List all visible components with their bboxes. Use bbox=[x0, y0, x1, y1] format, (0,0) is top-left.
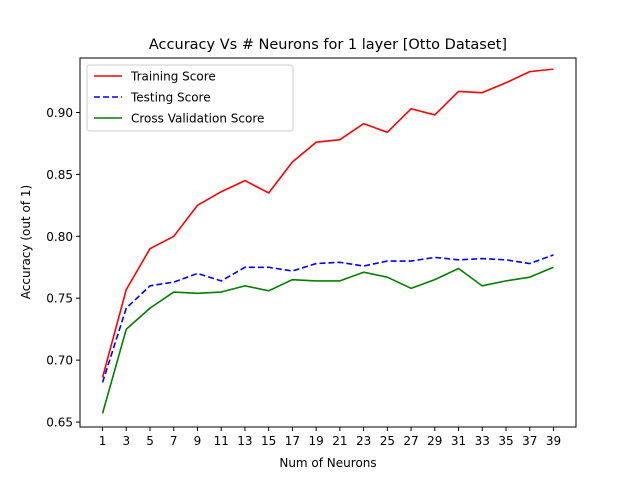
y-tick-label: 0.70 bbox=[46, 354, 73, 368]
x-tick-label: 7 bbox=[170, 434, 178, 448]
x-tick-label: 3 bbox=[122, 434, 130, 448]
x-tick-label: 5 bbox=[146, 434, 154, 448]
y-tick-label: 0.65 bbox=[46, 416, 73, 430]
x-axis-label: Num of Neurons bbox=[279, 456, 376, 470]
legend-label: Cross Validation Score bbox=[131, 112, 264, 126]
series-line-training-score bbox=[101, 68, 554, 378]
y-tick-label: 0.80 bbox=[46, 230, 73, 244]
x-tick-label: 39 bbox=[546, 434, 561, 448]
plot-frame bbox=[79, 57, 577, 428]
x-tick-label: 29 bbox=[427, 434, 442, 448]
x-axis: 1 3 5 7 9 11 13 15 17 19 21 23 25 27 29 31 33 35 37 39 bbox=[99, 427, 561, 448]
x-tick-label: 33 bbox=[475, 434, 490, 448]
x-tick-label: 23 bbox=[356, 434, 371, 448]
x-tick-label: 35 bbox=[498, 434, 513, 448]
y-axis-label: Accuracy (out of 1) bbox=[19, 185, 33, 299]
legend-label: Training Score bbox=[130, 70, 216, 84]
x-tick-label: 37 bbox=[522, 434, 537, 448]
plot-lines bbox=[101, 68, 554, 414]
y-tick-label: 0.90 bbox=[46, 106, 73, 120]
x-tick-label: 25 bbox=[380, 434, 395, 448]
x-tick-label: 31 bbox=[451, 434, 466, 448]
x-tick-label: 9 bbox=[194, 434, 202, 448]
x-tick-label: 21 bbox=[332, 434, 347, 448]
legend-label: Testing Score bbox=[130, 91, 211, 105]
x-tick-label: 17 bbox=[285, 434, 300, 448]
y-axis: 0.65 0.70 0.75 0.80 0.85 0.90 bbox=[46, 106, 80, 430]
series-line-testing-score bbox=[101, 254, 554, 383]
x-tick-label: 13 bbox=[237, 434, 252, 448]
x-tick-label: 15 bbox=[261, 434, 276, 448]
y-tick-label: 0.85 bbox=[46, 168, 73, 182]
series-line-cross-validation-score bbox=[101, 266, 554, 414]
legend-box bbox=[86, 64, 294, 132]
y-tick-label: 0.75 bbox=[46, 292, 73, 306]
x-tick-label: 11 bbox=[214, 434, 229, 448]
legend: Training Score Testing Score Cross Validat… bbox=[86, 64, 294, 132]
x-tick-label: 1 bbox=[99, 434, 107, 448]
x-tick-label: 19 bbox=[308, 434, 323, 448]
x-tick-label: 27 bbox=[403, 434, 418, 448]
chart-title: Accuracy Vs # Neurons for 1 layer [Otto … bbox=[149, 37, 507, 53]
